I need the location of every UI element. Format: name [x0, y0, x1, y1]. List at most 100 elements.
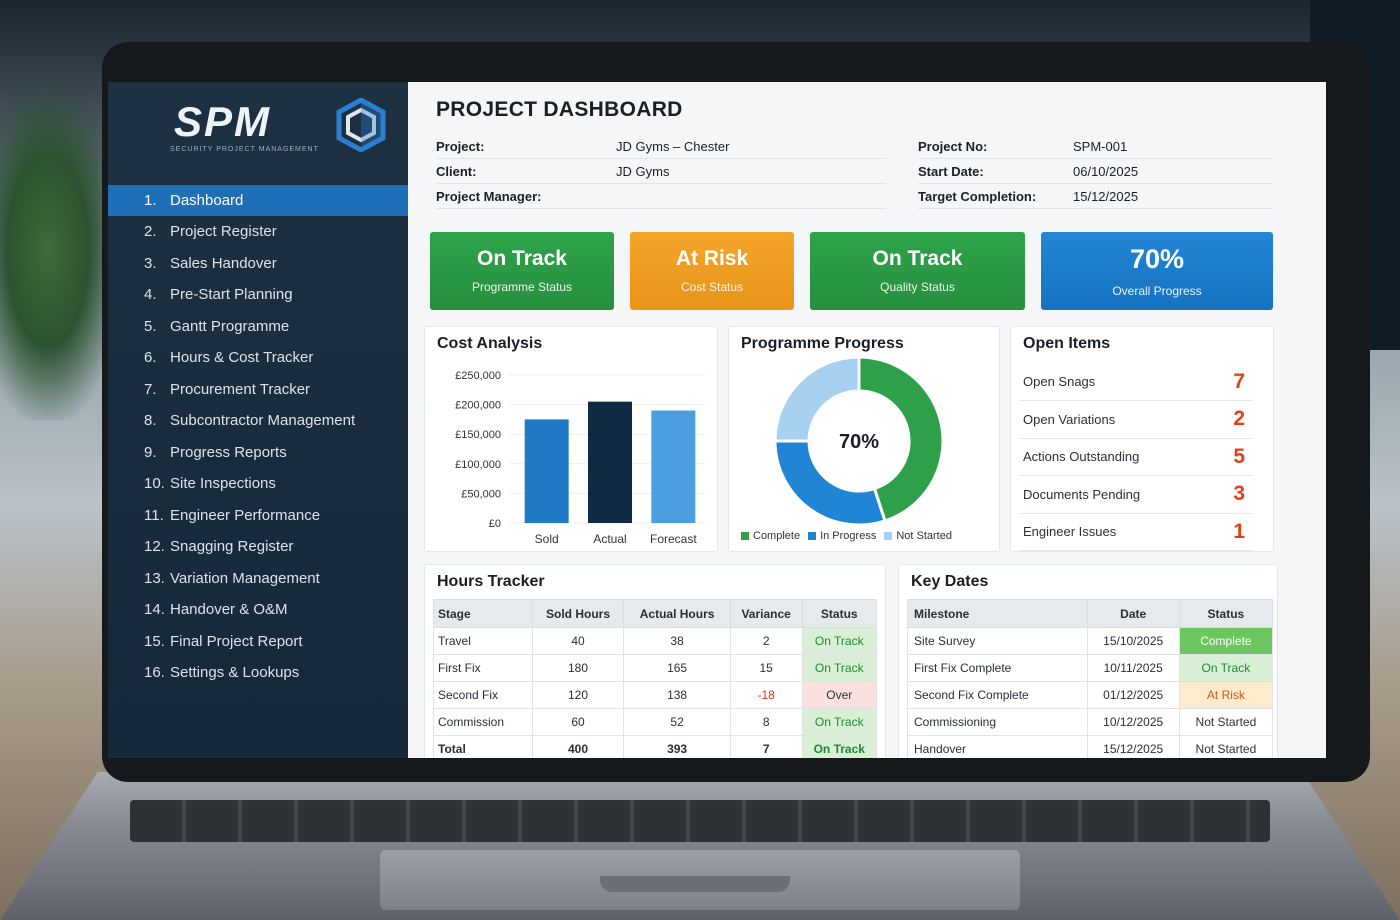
kpi-value: On Track [872, 247, 963, 270]
sidebar: SPM SECURITY PROJECT MANAGEMENT 1. Dashbo… [108, 82, 408, 758]
project-info-left: Project: JD Gyms – Chester Client: JD Gyms P… [436, 134, 886, 209]
y-tick-label: £0 [489, 518, 501, 530]
sidebar-item-gantt-programme[interactable]: 5. Gantt Programme [108, 311, 408, 343]
sidebar-item-dashboard[interactable]: 1. Dashboard [108, 185, 408, 216]
variance-cell: 8 [729, 708, 803, 736]
milestone-cell: Commissioning [907, 708, 1088, 736]
bar-actual [588, 401, 632, 523]
sidebar-item-snagging-register[interactable]: 12. Snagging Register [108, 531, 408, 563]
project-info-right: Project No: SPM-001 Start Date: 06/10/2025 T… [918, 134, 1272, 209]
sidebar-item-handover-and-oandm[interactable]: 14. Handover & O&M [108, 594, 408, 626]
sidebar-item-project-register[interactable]: 2. Project Register [108, 216, 408, 248]
sidebar-item-variation-management[interactable]: 13. Variation Management [108, 563, 408, 595]
donut-legend: Complete In Progress Not Started [741, 527, 960, 545]
actual-hours-cell: 138 [623, 681, 731, 709]
sidebar-item-label: Dashboard [170, 192, 244, 209]
table-header-row: Milestone Date Status [907, 599, 1274, 628]
sidebar-item-number: 13. [144, 569, 165, 587]
legend-swatch [741, 532, 749, 540]
project-info-label: Project: [436, 138, 485, 154]
sidebar-item-label: Engineer Performance [170, 506, 321, 524]
sidebar-item-site-inspections[interactable]: 10. Site Inspections [108, 468, 408, 500]
open-item-row[interactable]: Actions Outstanding 5 [1019, 438, 1253, 476]
sidebar-item-label: Variation Management [170, 569, 320, 587]
table-row: Total 400 393 7 On Track [433, 735, 878, 758]
sold-hours-cell: 120 [531, 681, 625, 709]
donut-center-label: 70% [839, 431, 879, 453]
actual-hours-cell: 165 [623, 654, 731, 682]
sidebar-item-number: 3. [144, 254, 157, 272]
sidebar-item-procurement-tracker[interactable]: 7. Procurement Tracker [108, 374, 408, 406]
table-header-row: Stage Sold Hours Actual Hours Variance Statu… [433, 599, 878, 628]
kpi-value: 70% [1129, 244, 1185, 274]
sidebar-item-number: 6. [144, 349, 157, 367]
variance-cell: 7 [729, 735, 803, 758]
table-header-cell: Stage [433, 599, 533, 628]
table-row: Second Fix 120 138 -18 Over [433, 681, 878, 709]
milestone-cell: Site Survey [907, 627, 1088, 655]
table-row: First Fix Complete 10/11/2025 On Track [907, 654, 1274, 682]
sidebar-item-number: 7. [144, 380, 157, 398]
open-item-count: 3 [1233, 482, 1245, 505]
variance-cell: 15 [729, 654, 803, 682]
date-cell: 10/12/2025 [1086, 708, 1180, 736]
sidebar-item-sales-handover[interactable]: 3. Sales Handover [108, 248, 408, 280]
table-header-cell: Actual Hours [623, 599, 731, 628]
table-header-cell: Date [1086, 599, 1180, 628]
sidebar-item-hours-and-cost-tracker[interactable]: 6. Hours & Cost Tracker [108, 342, 408, 374]
project-info-value: JD Gyms [616, 163, 670, 179]
open-item-row[interactable]: Open Variations 2 [1019, 401, 1253, 439]
sidebar-item-label: Settings & Lookups [170, 664, 300, 682]
sold-hours-cell: 60 [531, 708, 625, 736]
sidebar-item-engineer-performance[interactable]: 11. Engineer Performance [108, 500, 408, 532]
bar-sold [524, 419, 569, 523]
legend-swatch [808, 532, 817, 540]
open-item-count: 2 [1233, 407, 1245, 430]
status-badge: Not Started [1178, 735, 1274, 758]
panel-title: Open Items [1023, 335, 1111, 352]
sidebar-item-progress-reports[interactable]: 9. Progress Reports [108, 437, 408, 469]
open-item-row[interactable]: Documents Pending 3 [1019, 476, 1253, 514]
open-item-row[interactable]: Engineer Issues 1 [1019, 513, 1253, 551]
sidebar-item-settings-and-lookups[interactable]: 16. Settings & Lookups [108, 657, 408, 689]
table-row: Second Fix Complete 01/12/2025 At Risk [907, 681, 1274, 709]
sidebar-item-number: 15. [144, 632, 165, 650]
project-info-value: JD Gyms – Chester [616, 138, 730, 154]
sidebar-item-label: Snagging Register [170, 538, 294, 556]
milestone-cell: Handover [907, 735, 1088, 758]
sidebar-item-final-project-report[interactable]: 15. Final Project Report [108, 626, 408, 658]
legend-label: Complete [753, 530, 801, 542]
stage-cell: Second Fix [433, 681, 533, 709]
sidebar-item-number: 12. [144, 538, 165, 556]
x-tick-label: Forecast [650, 532, 697, 546]
panel-title: Cost Analysis [437, 335, 543, 352]
milestone-cell: First Fix Complete [907, 654, 1088, 682]
laptop-front-notch [600, 876, 790, 892]
milestone-cell: Second Fix Complete [907, 681, 1088, 709]
stage-cell: Commission [433, 708, 533, 736]
sidebar-item-pre-start-planning[interactable]: 4. Pre-Start Planning [108, 279, 408, 311]
y-tick-label: £250,000 [455, 370, 501, 382]
sidebar-item-subcontractor-management[interactable]: 8. Subcontractor Management [108, 405, 408, 437]
project-info-label: Project No: [918, 138, 988, 154]
hours-tracker-table: Stage Sold Hours Actual Hours Variance Statu… [433, 599, 878, 758]
variance-cell: 2 [729, 627, 803, 655]
sidebar-item-number: 5. [144, 317, 157, 335]
sidebar-item-label: Hours & Cost Tracker [170, 349, 314, 367]
table-row: Commission 60 52 8 On Track [433, 708, 878, 736]
project-info-row: Project Manager: [436, 184, 886, 209]
status-badge: On Track [801, 708, 878, 736]
main-content: PROJECT DASHBOARD Project: JD Gyms – Ches… [408, 82, 1326, 758]
open-item-row[interactable]: Open Snags 7 [1019, 363, 1253, 401]
sidebar-item-number: 8. [144, 412, 157, 430]
actual-hours-cell: 52 [623, 708, 731, 736]
sidebar-item-label: Gantt Programme [170, 317, 290, 335]
open-item-label: Open Snags [1023, 374, 1096, 389]
project-info-value: 06/10/2025 [1073, 163, 1139, 179]
legend-label: In Progress [820, 530, 877, 542]
status-badge: On Track [801, 735, 878, 758]
legend-item: In Progress [808, 530, 876, 542]
panel-title: Hours Tracker [437, 573, 545, 590]
sidebar-item-number: 16. [144, 664, 165, 682]
cost-analysis-chart: £250,000 £200,000 £150,000 £100,000 £50,000 £… [455, 370, 705, 546]
